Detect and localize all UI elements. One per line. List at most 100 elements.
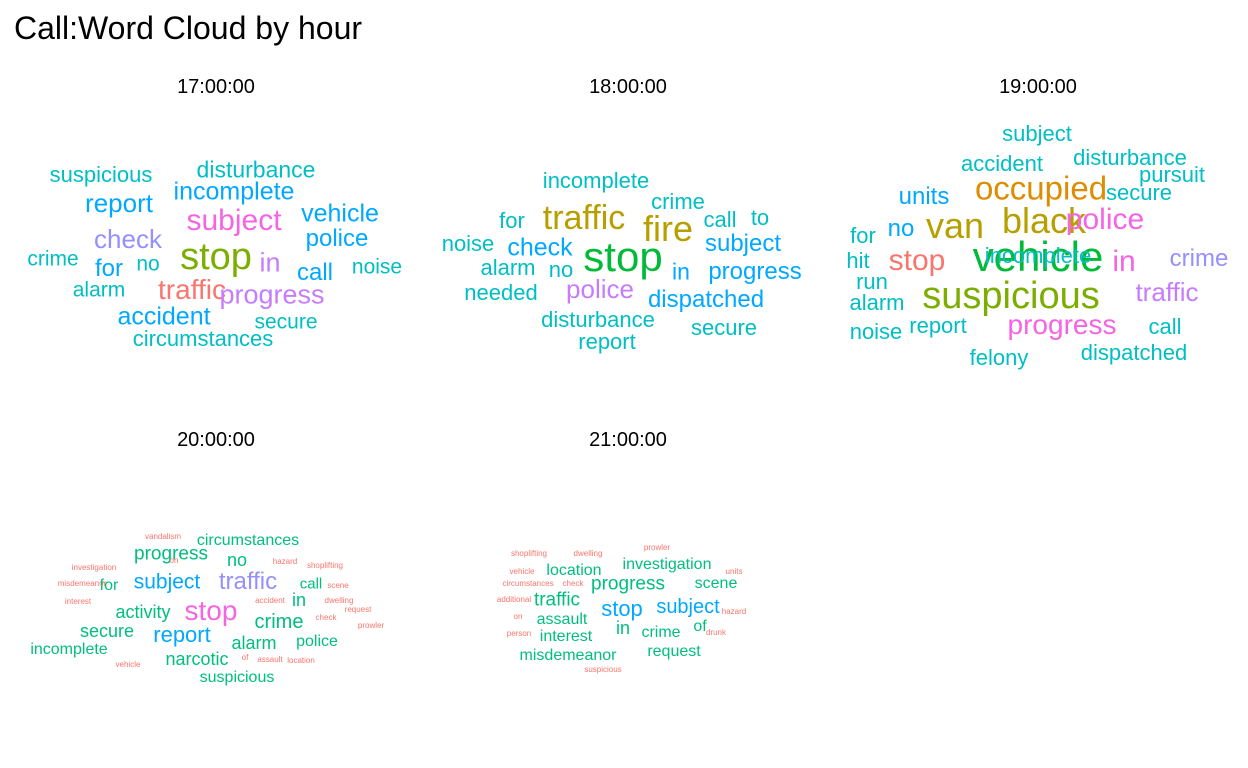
word-vehicle: vehicle <box>509 567 535 576</box>
word-circumstances: circumstances <box>196 532 300 549</box>
word-black: black <box>1001 200 1087 241</box>
word-shoplifting: shoplifting <box>306 561 344 570</box>
word-stop: stop <box>184 595 238 626</box>
word-hit: hit <box>846 248 870 273</box>
word-in: in <box>259 247 281 278</box>
word-progress: progress <box>591 573 665 595</box>
word-for: for <box>99 577 119 594</box>
word-circumstances: circumstances <box>502 579 554 588</box>
word-crime: crime <box>254 611 304 633</box>
word-check: check <box>507 233 573 262</box>
word-progress: progress <box>134 543 208 565</box>
word-in: in <box>672 258 690 285</box>
word-dispatched: dispatched <box>1080 340 1188 365</box>
word-units: units <box>725 567 743 576</box>
word-report: report <box>578 329 636 354</box>
word-misdemeanor: misdemeanor <box>57 579 107 588</box>
word-crime: crime <box>651 189 705 214</box>
word-units: units <box>898 183 950 210</box>
word-prowler: prowler <box>357 621 385 630</box>
word-stop: stop <box>180 236 252 278</box>
word-check: check <box>562 579 584 588</box>
word-for: for <box>850 223 876 248</box>
word-scene: scene <box>327 581 349 590</box>
word-stop: stop <box>601 596 643 621</box>
word-incomplete: incomplete <box>30 641 108 658</box>
word-vandalism: vandalism <box>144 532 182 541</box>
word-suspicious: suspicious <box>584 665 622 674</box>
word-location: location <box>546 562 602 579</box>
word-pursuit: pursuit <box>1138 162 1206 187</box>
panel-21: 21:00:00 stop subject progress traffic in loc… <box>428 429 828 749</box>
word-vehicle: vehicle <box>301 199 379 228</box>
word-call: call <box>299 575 323 593</box>
word-progress: progress <box>219 279 325 310</box>
word-noise: noise <box>351 255 403 279</box>
word-of: of <box>693 618 707 635</box>
panel-17: 17:00:00 stop subject traffic progress in che… <box>16 76 416 396</box>
word-person: person <box>506 629 532 638</box>
word-on: on <box>513 612 523 621</box>
word-vehicle: vehicle <box>115 660 141 669</box>
word-for: for <box>499 208 525 233</box>
word-fire: fire <box>642 208 694 249</box>
word-secure: secure <box>1105 180 1173 205</box>
word-occupied: occupied <box>974 169 1108 207</box>
panel-title-18: 18:00:00 <box>589 76 667 98</box>
panel-20: 20:00:00 stop traffic report subject crime pr… <box>16 429 416 749</box>
word-incomplete: incomplete <box>173 177 295 206</box>
word-to: to <box>750 205 770 230</box>
panel-title-21: 21:00:00 <box>589 429 667 451</box>
word-vehicle: vehicle <box>972 233 1104 280</box>
word-cloud-20: stop traffic report subject crime progress act… <box>16 429 416 749</box>
word-investigation: investigation <box>622 556 712 573</box>
word-traffic: traffic <box>1135 277 1199 307</box>
word-alarm: alarm <box>72 278 126 302</box>
word-request: request <box>344 605 372 614</box>
word-cloud-17: stop subject traffic progress in check report i… <box>16 76 416 396</box>
word-cloud-21: stop subject progress traffic in location inve… <box>428 429 828 749</box>
word-call: call <box>1148 314 1182 339</box>
word-suspicious: suspicious <box>922 275 1100 317</box>
word-accident: accident <box>961 151 1043 176</box>
word-secure: secure <box>79 621 135 641</box>
word-activity: activity <box>115 602 171 622</box>
panel-title-20: 20:00:00 <box>177 429 255 451</box>
word-subject: subject <box>1002 121 1072 146</box>
word-call: call <box>703 207 737 232</box>
word-cloud-19: vehicle suspicious black van occupied police s… <box>838 76 1238 396</box>
word-in: in <box>615 618 631 638</box>
word-progress: progress <box>1007 309 1117 340</box>
word-traffic: traffic <box>158 274 226 305</box>
word-location: location <box>287 656 315 665</box>
word-needed: needed <box>464 280 538 305</box>
word-dwelling: dwelling <box>573 549 603 558</box>
word-van: van <box>925 205 985 246</box>
word-assault: assault <box>536 611 588 628</box>
word-call: call <box>296 259 334 286</box>
word-noise: noise <box>441 231 495 256</box>
word-no: no <box>548 257 574 282</box>
word-police: police <box>566 274 634 304</box>
word-disturbance: disturbance <box>541 307 655 332</box>
word-incomplete: incomplete <box>542 168 650 193</box>
panel-title-17: 17:00:00 <box>177 76 255 98</box>
word-check: check <box>315 613 337 622</box>
word-misdemeanor: misdemeanor <box>519 647 617 664</box>
chart-title: Call:Word Cloud by hour <box>14 10 363 46</box>
word-interest: interest <box>539 628 593 645</box>
word-run: run <box>856 269 888 294</box>
word-shoplifting: shoplifting <box>510 549 548 558</box>
word-hazard: hazard <box>721 607 747 616</box>
word-circumstances: circumstances <box>132 326 274 351</box>
word-suspicious: suspicious <box>49 162 153 187</box>
word-crime: crime <box>27 247 79 271</box>
word-check: check <box>94 224 162 254</box>
word-report: report <box>153 622 211 647</box>
word-narcotic: narcotic <box>165 649 229 669</box>
word-assault: assault <box>257 655 283 664</box>
word-subject: subject <box>133 570 201 594</box>
word-on: on <box>169 556 179 565</box>
word-suspicious: suspicious <box>199 669 275 686</box>
word-progress: progress <box>708 258 802 285</box>
